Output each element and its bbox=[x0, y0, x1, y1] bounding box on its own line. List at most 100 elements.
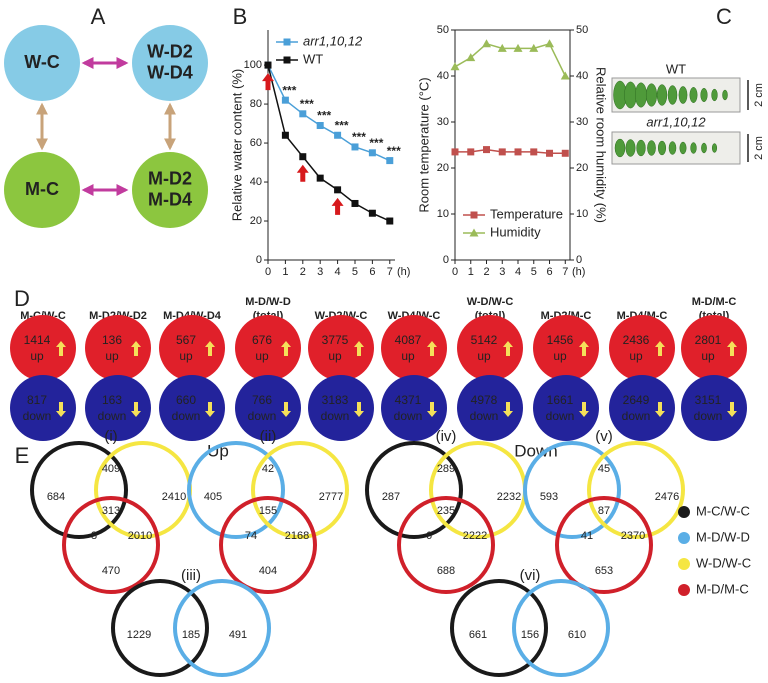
down-circle bbox=[85, 375, 151, 441]
down-label: down bbox=[23, 409, 52, 423]
region-count: 2168 bbox=[285, 530, 309, 542]
x-tick-label: 6 bbox=[546, 266, 552, 278]
region-count: 661 bbox=[469, 629, 487, 641]
legend-label: Temperature bbox=[490, 206, 563, 221]
up-circle bbox=[533, 315, 599, 381]
node-circle bbox=[132, 25, 208, 101]
region-count: 470 bbox=[102, 565, 120, 577]
down-count: 3183 bbox=[322, 393, 349, 407]
venn-set bbox=[251, 441, 349, 539]
up-circle bbox=[381, 315, 447, 381]
legend-swatch bbox=[678, 506, 690, 518]
region-count: 235 bbox=[437, 505, 455, 517]
y-tick-label: 20 bbox=[250, 215, 262, 227]
y-tick-label: 30 bbox=[437, 116, 449, 128]
region-count: 45 bbox=[598, 463, 610, 475]
marker bbox=[561, 149, 569, 157]
y-tick-label: 40 bbox=[250, 176, 262, 188]
down-label: down bbox=[98, 409, 127, 423]
marker bbox=[368, 209, 376, 217]
up-arrow bbox=[205, 341, 215, 356]
up-arrow bbox=[727, 341, 737, 356]
leaf bbox=[647, 140, 656, 156]
up-label: up bbox=[328, 349, 342, 363]
node-label: W-D2 bbox=[147, 41, 193, 61]
marker bbox=[470, 211, 478, 219]
venn-label: (i) bbox=[104, 428, 117, 445]
x-tick-label: 3 bbox=[499, 266, 505, 278]
region-count: 688 bbox=[437, 565, 455, 577]
up-count: 4087 bbox=[395, 333, 422, 347]
venn-set bbox=[111, 579, 209, 677]
up-arrow bbox=[579, 341, 589, 356]
up-arrow bbox=[281, 341, 291, 356]
leaf bbox=[689, 87, 698, 103]
legend-swatch bbox=[678, 584, 690, 596]
region-count: 41 bbox=[581, 530, 593, 542]
venn-set bbox=[512, 579, 610, 677]
marker bbox=[529, 43, 539, 52]
y2-tick-label: 30 bbox=[576, 116, 588, 128]
x-tick-label: 5 bbox=[352, 266, 358, 278]
y-tick-label: 0 bbox=[256, 254, 262, 266]
up-circle bbox=[159, 315, 225, 381]
leaf bbox=[636, 139, 646, 157]
up-arrow bbox=[503, 341, 513, 356]
group-title: Down bbox=[514, 441, 557, 460]
region-count: 185 bbox=[182, 629, 200, 641]
region-count: 289 bbox=[437, 463, 455, 475]
panel-label: A bbox=[91, 4, 106, 29]
marker bbox=[351, 199, 359, 207]
up-count: 676 bbox=[252, 333, 272, 347]
marker bbox=[386, 157, 394, 165]
x-tick-label: 4 bbox=[515, 266, 521, 278]
up-label: up bbox=[553, 349, 567, 363]
significance-label: *** bbox=[387, 144, 401, 158]
marker bbox=[545, 39, 555, 48]
marker bbox=[482, 39, 492, 48]
region-count: 287 bbox=[382, 491, 400, 503]
up-count: 2436 bbox=[623, 333, 650, 347]
legend-label: Humidity bbox=[490, 224, 541, 239]
region-count: 610 bbox=[568, 629, 586, 641]
legend-label: arr1,10,12 bbox=[303, 33, 363, 48]
x-tick-label: 2 bbox=[483, 266, 489, 278]
up-arrow bbox=[354, 341, 364, 356]
x-tick-label: 4 bbox=[335, 266, 341, 278]
marker bbox=[467, 148, 475, 156]
down-label: down bbox=[248, 409, 277, 423]
up-label: up bbox=[629, 349, 643, 363]
node-label: M-D2 bbox=[148, 168, 192, 188]
leaf bbox=[614, 138, 626, 158]
y2-tick-label: 50 bbox=[576, 24, 588, 36]
node-label: W-D4 bbox=[147, 62, 193, 82]
up-count: 1414 bbox=[24, 333, 51, 347]
leaf bbox=[701, 142, 707, 154]
venn-set bbox=[523, 441, 621, 539]
leaf bbox=[711, 88, 718, 102]
down-label: down bbox=[546, 409, 575, 423]
leaf bbox=[668, 141, 677, 155]
sampling-arrow bbox=[296, 164, 309, 182]
up-circle bbox=[10, 315, 76, 381]
down-circle bbox=[533, 375, 599, 441]
down-label: down bbox=[394, 409, 423, 423]
marker bbox=[299, 153, 307, 161]
marker bbox=[497, 43, 507, 52]
y2-tick-label: 40 bbox=[576, 70, 588, 82]
legend-label: M-D/M-C bbox=[696, 581, 749, 596]
down-count: 766 bbox=[252, 393, 272, 407]
panel-label: D bbox=[14, 286, 30, 311]
venn-label: (v) bbox=[595, 428, 613, 445]
up-circle bbox=[681, 315, 747, 381]
y-tick-label: 0 bbox=[443, 254, 449, 266]
down-arrow bbox=[131, 402, 141, 417]
down-circle bbox=[235, 375, 301, 441]
down-arrow bbox=[354, 402, 364, 417]
down-circle bbox=[681, 375, 747, 441]
x-tick-label: 1 bbox=[282, 266, 288, 278]
region-count: 405 bbox=[204, 491, 222, 503]
x-axis-label: (h) bbox=[572, 266, 585, 278]
region-count: 2370 bbox=[621, 530, 645, 542]
